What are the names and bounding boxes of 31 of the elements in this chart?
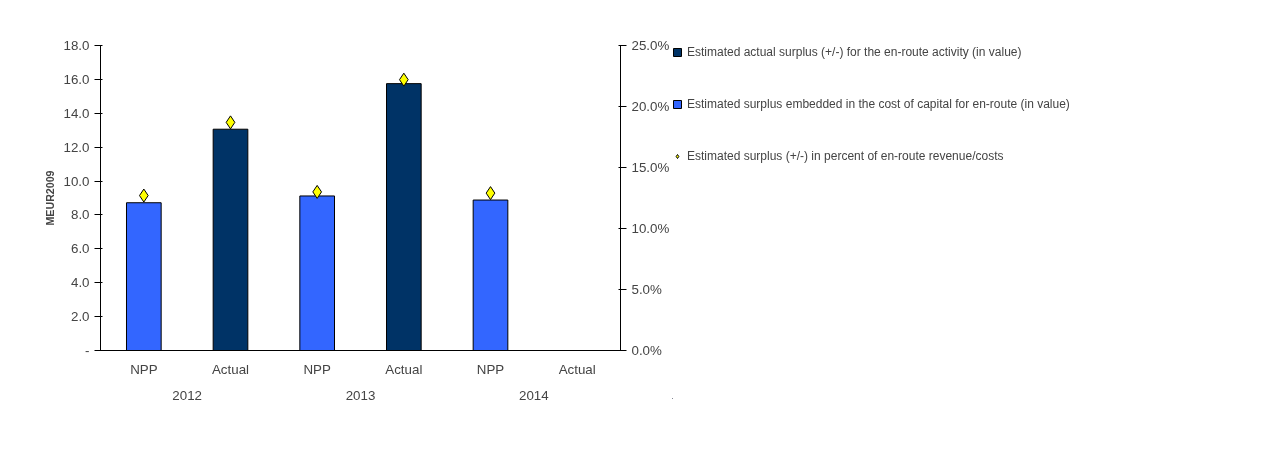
y2-tick-label: 25.0% [631,38,670,53]
y-tick-label: 16.0 [63,71,90,87]
x-tick-label: Actual [211,361,250,377]
x-tick-label: Actual [385,361,423,377]
y2-tick-label: 15.0% [631,160,670,175]
text: 2012 [172,387,202,403]
y-tick-label: 12.0 [63,139,90,155]
y-axis-title: MEUR2009 [43,170,56,226]
y-tick-label: 14.0 [63,105,90,121]
x-tick-label: NPP [303,361,331,377]
y-tick-label: 6.0 [70,241,90,257]
x-tick-label: NPP [130,361,158,377]
legend-label: Estimated actual surplus (+/-) for the en-route activity (in value) [687,45,1022,59]
y-tick-label: 2.0 [70,309,90,325]
x-tick-label: Actual [558,361,596,377]
y2-tick-label: 0.0% [631,343,663,358]
y2-tick-label: 10.0% [631,221,670,236]
legend-label: Estimated surplus (+/-) in percent of en-route revenue/costs [687,149,1004,163]
y-tick-label: 8.0 [70,207,90,223]
y-tick-label: 18.0 [63,38,90,53]
y2-tick-label: 20.0% [631,99,670,114]
text: 2014 [519,387,550,403]
point [225,115,236,130]
y-tick-label: 10.0 [63,173,90,189]
point [485,186,496,201]
text: 2013 [345,387,376,403]
y-tick-label: 4.0 [70,275,90,291]
y-tick-label: - [85,343,90,358]
legend-label: Estimated surplus embedded in the cost of capital for en-route (in value) [687,97,1070,111]
x-tick-label: NPP [476,361,505,377]
y2-tick-label: 5.0% [631,282,663,297]
